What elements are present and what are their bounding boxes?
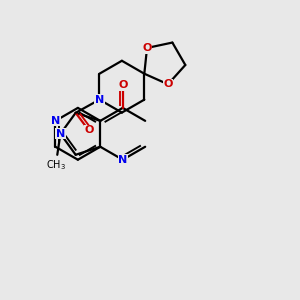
Text: N: N: [118, 155, 128, 165]
Text: O: O: [118, 80, 128, 90]
Text: CH$_3$: CH$_3$: [46, 159, 66, 172]
Text: O: O: [84, 125, 94, 136]
Text: N: N: [51, 116, 60, 126]
Text: N: N: [95, 94, 104, 105]
Text: N: N: [56, 129, 65, 139]
Text: O: O: [142, 43, 152, 53]
Text: O: O: [163, 79, 173, 89]
